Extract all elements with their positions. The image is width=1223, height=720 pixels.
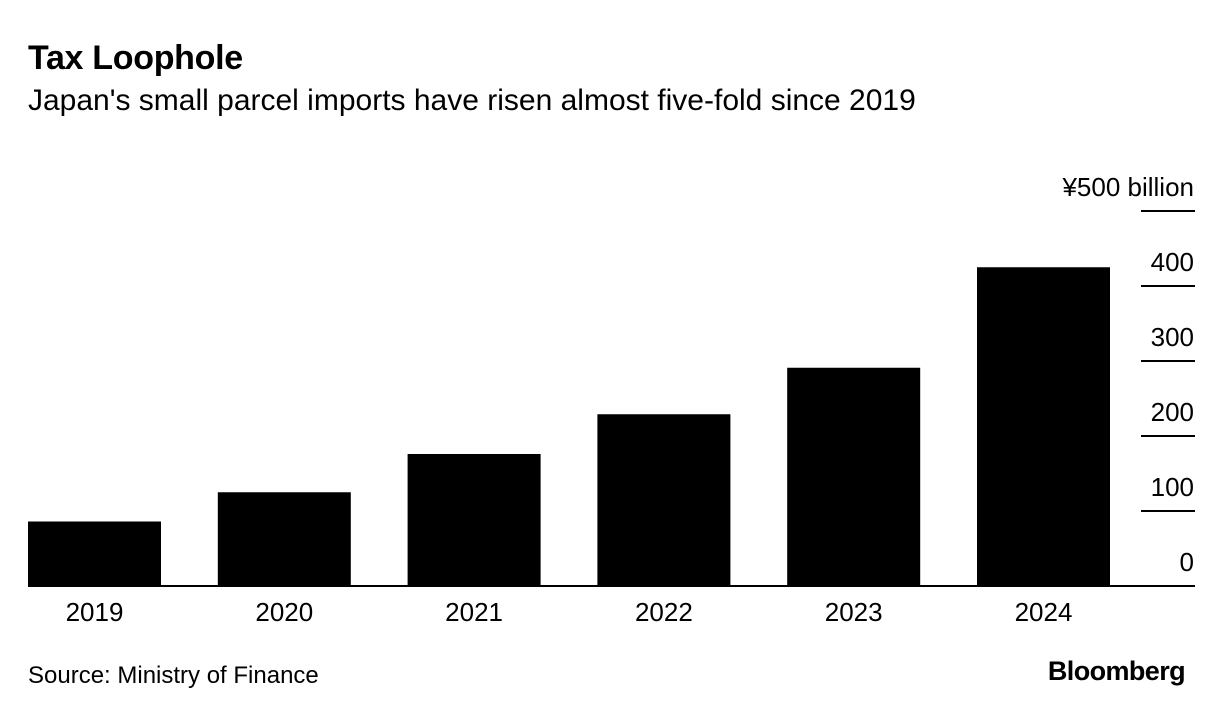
- y-tick-label-400: 400: [1151, 247, 1194, 277]
- y-tick-label-200: 200: [1151, 397, 1194, 427]
- x-tick-label-2024: 2024: [1015, 597, 1073, 627]
- y-tick-label-100: 100: [1151, 472, 1194, 502]
- bar-2022: [597, 414, 731, 586]
- bar-2019: [28, 521, 161, 586]
- y-axis-labels: 0 100 200 300 400 ¥500 billion: [1061, 172, 1194, 577]
- y-tick-label-300: 300: [1151, 322, 1194, 352]
- x-axis-labels: 2019 2020 2021 2022 2023 2024: [66, 597, 1073, 627]
- x-tick-label-2020: 2020: [255, 597, 313, 627]
- y-tick-label-0: 0: [1180, 547, 1194, 577]
- source-note: Source: Ministry of Finance: [28, 662, 319, 689]
- bar-2024: [977, 267, 1110, 586]
- chart-title: Tax Loophole: [28, 39, 243, 77]
- x-tick-label-2023: 2023: [825, 597, 883, 627]
- x-tick-label-2022: 2022: [635, 597, 693, 627]
- bar-2020: [217, 492, 351, 586]
- bars: [28, 267, 1110, 586]
- x-tick-label-2021: 2021: [445, 597, 503, 627]
- chart-subtitle: Japan's small parcel imports have risen …: [28, 84, 916, 117]
- x-tick-label-2019: 2019: [66, 597, 124, 627]
- bar-2021: [407, 454, 541, 586]
- y-tick-label-500: ¥500 billion: [1061, 172, 1194, 202]
- bloomberg-logo: Bloomberg: [1047, 656, 1186, 686]
- bar-2023: [787, 367, 921, 586]
